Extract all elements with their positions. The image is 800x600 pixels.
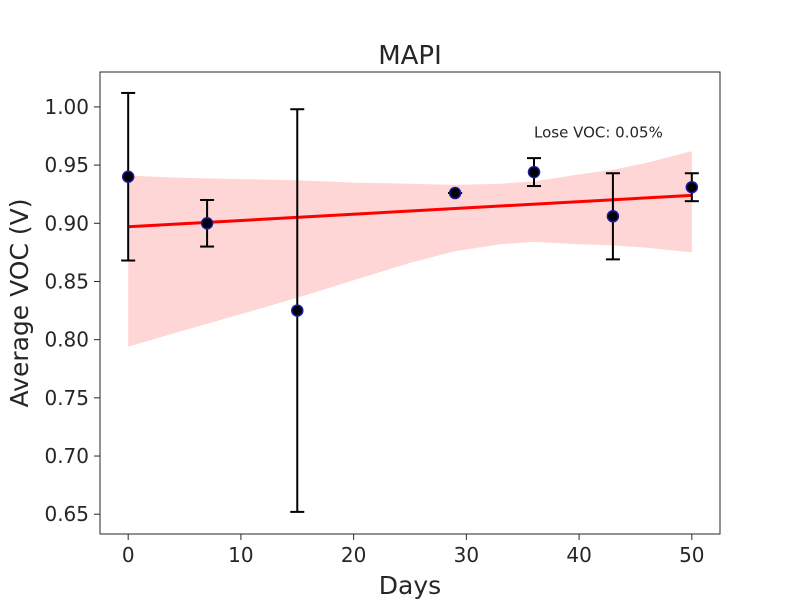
y-tick-label: 0.75 xyxy=(44,386,89,410)
data-point xyxy=(527,165,541,179)
data-point xyxy=(291,304,304,317)
chart-title: MAPI xyxy=(378,41,442,71)
annotation-text: Lose VOC: 0.05% xyxy=(534,124,663,142)
plot-frame xyxy=(99,71,721,535)
y-axis: 0.65 0.70 0.75 0.80 0.85 0.90 0.95 1.00 xyxy=(44,95,100,526)
data-point xyxy=(121,170,135,183)
data-point xyxy=(685,180,699,194)
x-tick-label: 40 xyxy=(566,543,591,567)
y-axis-label: Average VOC (V) xyxy=(5,199,34,408)
x-axis: 0 10 20 30 40 50 xyxy=(122,534,705,567)
x-axis-label: Days xyxy=(379,571,441,600)
confidence-band xyxy=(128,151,692,347)
y-tick-label: 0.95 xyxy=(44,153,89,177)
y-tick-label: 0.85 xyxy=(44,269,89,293)
y-tick-label: 0.70 xyxy=(44,444,89,468)
y-tick-label: 0.80 xyxy=(44,328,89,352)
y-tick-label: 1.00 xyxy=(44,95,89,119)
x-tick-label: 30 xyxy=(454,543,479,567)
fit-line xyxy=(128,193,692,229)
data-point xyxy=(606,210,620,223)
y-tick-label: 0.65 xyxy=(44,502,89,526)
x-tick-label: 10 xyxy=(228,543,253,567)
y-tick-label: 0.90 xyxy=(44,211,89,235)
data-point xyxy=(448,186,462,200)
plot-area: Lose VOC: 0.05% xyxy=(121,91,699,513)
data-point xyxy=(200,217,214,230)
x-tick-label: 0 xyxy=(122,543,135,567)
x-tick-label: 50 xyxy=(679,543,704,567)
x-tick-label: 20 xyxy=(341,543,366,567)
